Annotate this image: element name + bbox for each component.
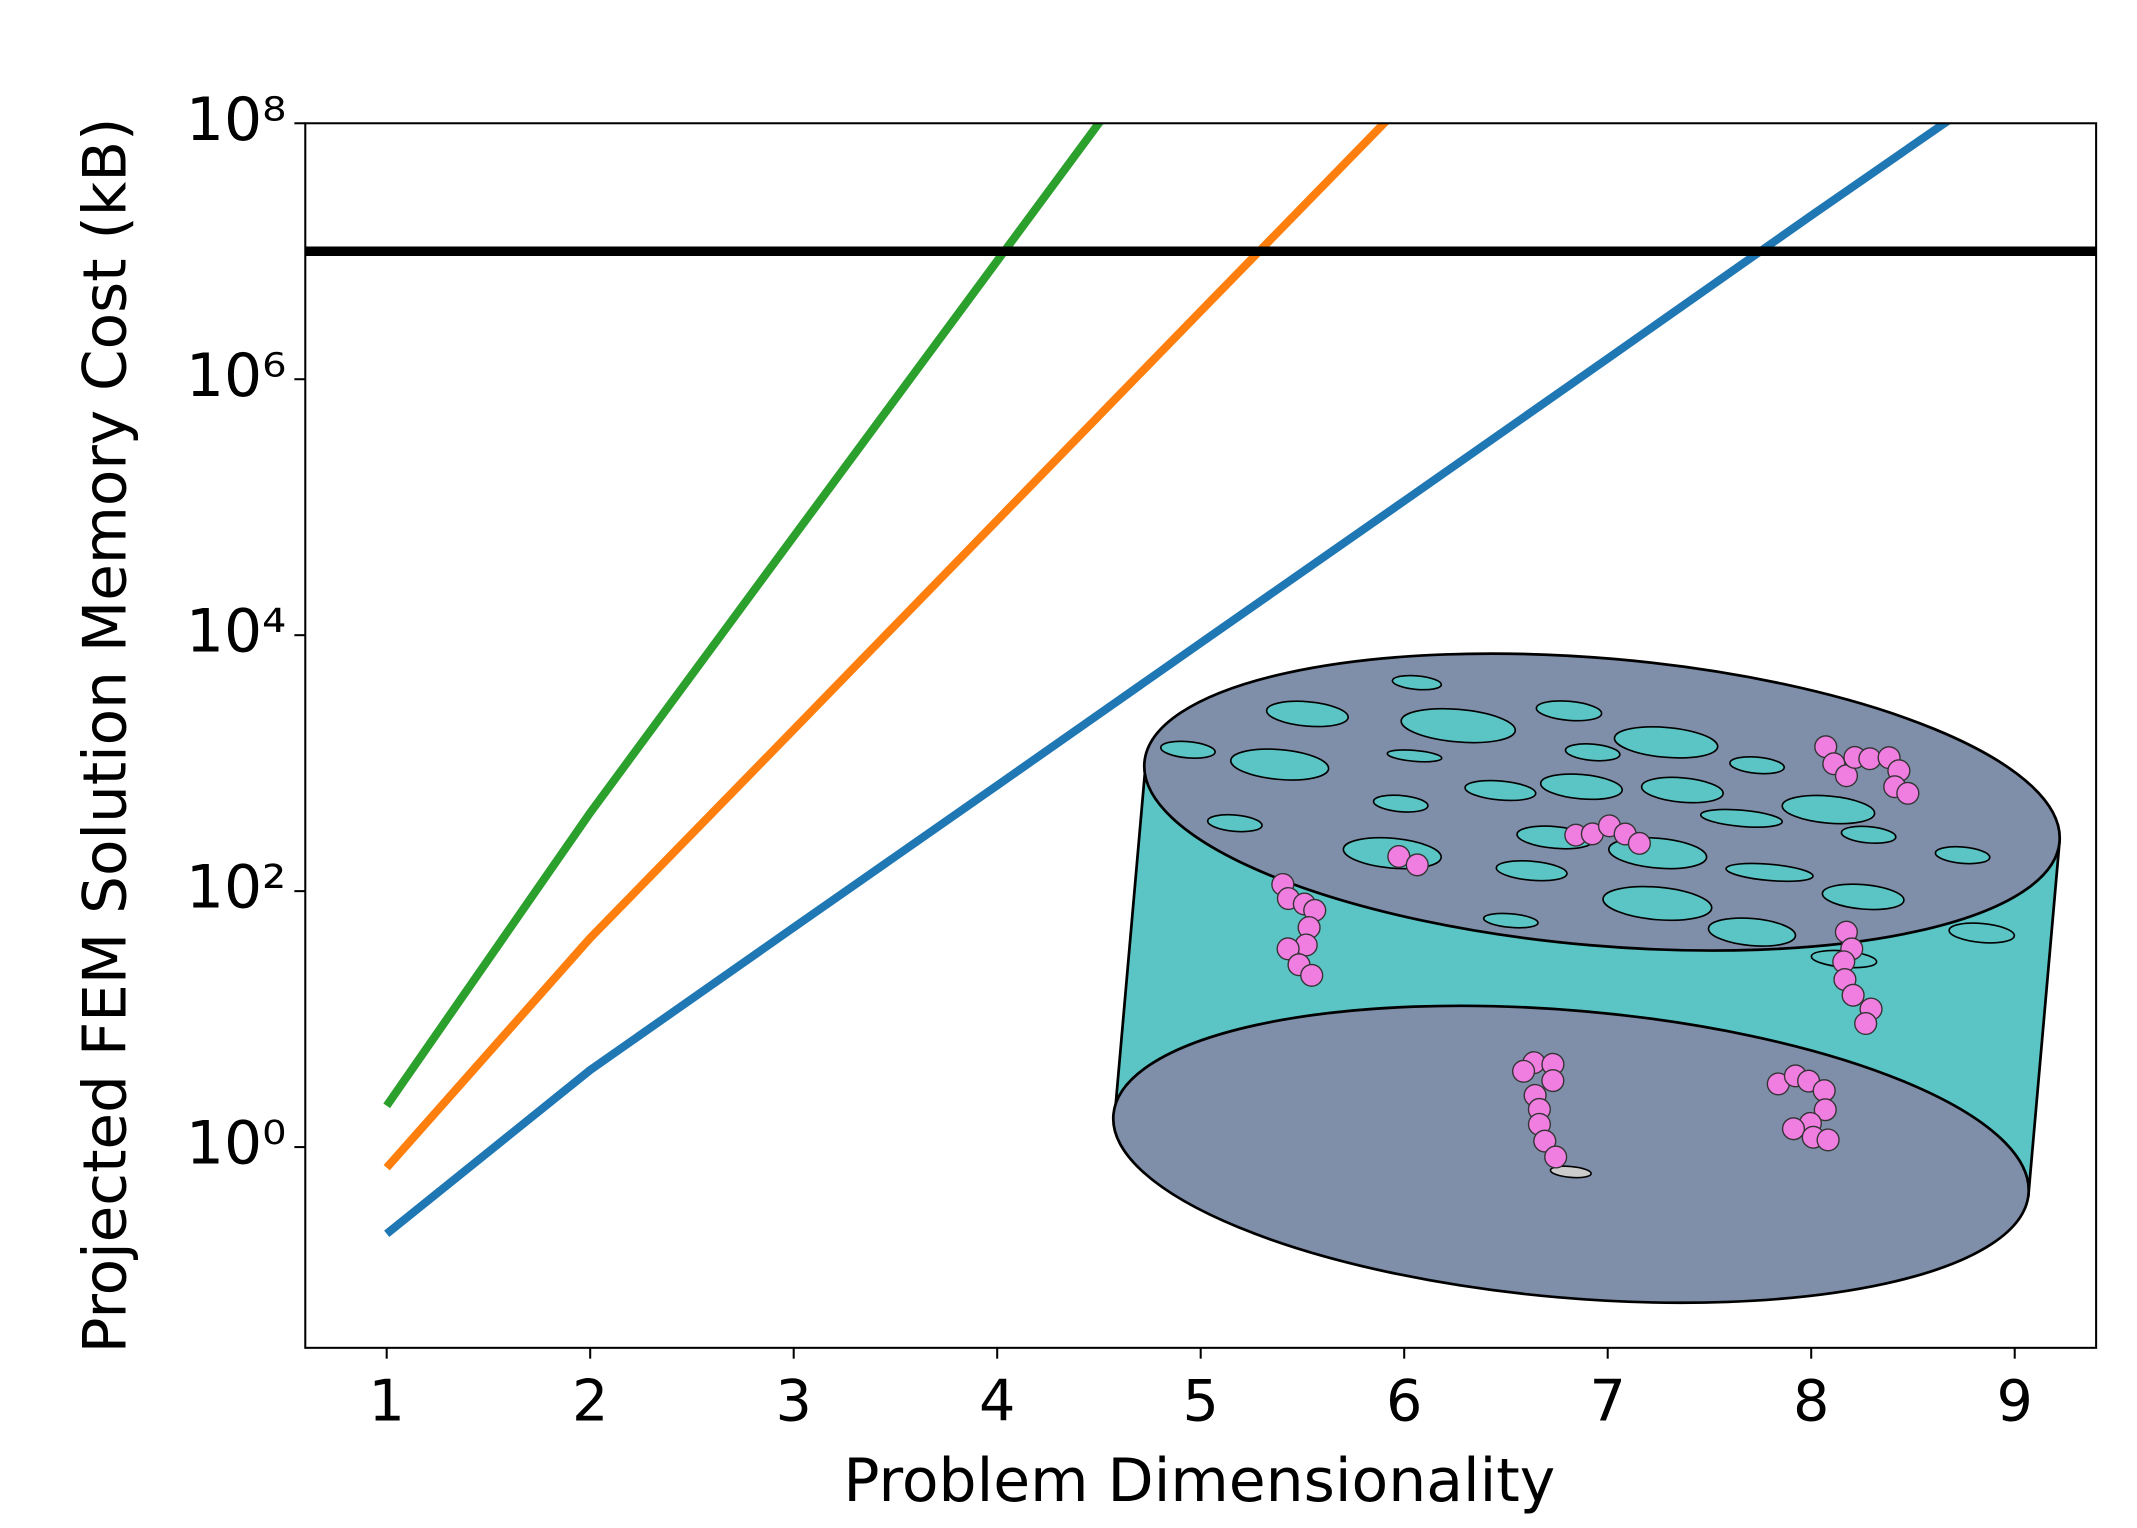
x-tick-label: 9 — [1997, 1368, 2033, 1434]
hole — [1495, 859, 1568, 882]
bead — [1896, 781, 1920, 805]
bead — [1276, 937, 1300, 961]
hole — [1535, 700, 1603, 722]
hole — [1265, 700, 1349, 728]
x-tick-label: 4 — [979, 1368, 1015, 1434]
hole — [1564, 743, 1621, 762]
series-line — [383, 123, 1390, 1171]
hole — [1699, 808, 1784, 828]
hole — [1613, 726, 1719, 759]
bead — [1854, 1012, 1878, 1036]
hole — [1729, 756, 1786, 775]
hole — [1840, 825, 1897, 845]
x-tick-label: 8 — [1793, 1368, 1829, 1434]
bead — [1544, 1145, 1568, 1169]
plot-area — [305, 123, 2097, 1237]
bead — [1533, 1129, 1557, 1153]
hole — [1400, 707, 1517, 744]
hole — [1948, 922, 2016, 944]
hole — [1640, 776, 1724, 804]
x-axis-label: Problem Dimensionality — [843, 1447, 1555, 1516]
series-line — [383, 123, 1104, 1109]
hole — [1549, 1165, 1592, 1179]
hole — [1821, 883, 1905, 911]
cylinder-top — [1142, 652, 2062, 952]
y-tick-label: 10² — [186, 854, 286, 923]
series-line — [384, 123, 1952, 1237]
inset-illustration — [1111, 652, 2062, 1305]
hole — [1539, 773, 1624, 801]
hole — [1206, 813, 1263, 833]
hole — [1372, 794, 1429, 813]
x-tick-label: 1 — [368, 1368, 404, 1434]
hole — [1482, 912, 1539, 929]
x-tick-label: 7 — [1590, 1368, 1626, 1434]
y-tick-label: 10⁰ — [186, 1110, 286, 1179]
hole — [1464, 779, 1537, 802]
hole — [1725, 862, 1814, 883]
bead — [1511, 1059, 1536, 1083]
bead — [1841, 983, 1865, 1007]
beads — [1271, 735, 1920, 1169]
bead — [1300, 963, 1324, 987]
bead — [1816, 1128, 1840, 1152]
hole — [1229, 748, 1330, 781]
bead — [1781, 1117, 1806, 1141]
hole — [1391, 674, 1443, 691]
y-tick-label: 10⁴ — [186, 598, 286, 667]
hole — [1602, 885, 1713, 922]
bead — [1813, 1098, 1837, 1122]
x-tick-label: 6 — [1386, 1368, 1422, 1434]
hole — [1707, 917, 1797, 947]
bead — [1541, 1069, 1565, 1093]
holes — [1159, 674, 2016, 1179]
x-tick-label: 2 — [572, 1368, 608, 1434]
y-tick-label: 10⁸ — [186, 86, 286, 155]
y-axis-label: Projected FEM Solution Memory Cost (kB) — [72, 118, 141, 1354]
y-tick-label: 10⁶ — [186, 342, 286, 411]
hole — [1386, 749, 1443, 763]
hole — [1781, 794, 1876, 825]
bead — [1405, 853, 1429, 877]
hole — [1159, 740, 1216, 759]
x-tick-label: 5 — [1182, 1368, 1218, 1434]
x-tick-label: 3 — [775, 1368, 811, 1434]
hole — [1934, 845, 1991, 865]
bead — [1627, 831, 1651, 855]
